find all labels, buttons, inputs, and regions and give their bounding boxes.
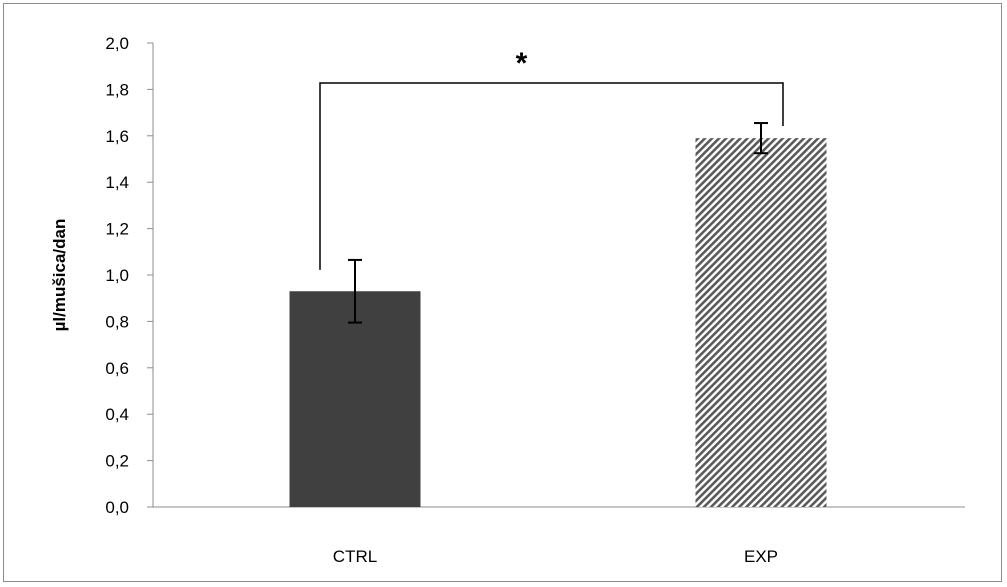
y-tick-label: 0,4 [105,405,129,424]
significance-star: * [516,47,528,80]
y-tick-labels: 0,0 0,2 0,4 0,6 0,8 1,0 1,2 1,4 1,6 1,8 2,0 [105,34,129,517]
chart-frame [3,3,1002,582]
y-tick-label: 1,2 [105,220,129,239]
y-tick-label: 1,8 [105,80,129,99]
bar-exp [695,138,827,507]
y-tick-label: 2,0 [105,34,129,53]
y-axis-label: µl/mušica/dan [50,219,69,332]
y-tick-label: 1,0 [105,266,129,285]
y-tick-label: 0,6 [105,359,129,378]
x-tick-label-exp: EXP [744,547,778,566]
y-tick-label: 1,6 [105,127,129,146]
error-bars [348,122,768,324]
significance-bracket: * [319,47,784,270]
y-tick-label: 0,2 [105,452,129,471]
y-tick-label: 0,8 [105,312,129,331]
y-tick-label: 1,4 [105,173,129,192]
bars [289,138,827,507]
x-tick-label-ctrl: CTRL [333,547,377,566]
y-tick-label: 0,0 [105,498,129,517]
axes [147,42,965,508]
bar-ctrl [289,291,421,507]
x-tick-labels: CTRL EXP [333,547,778,566]
significance-line [319,82,784,270]
